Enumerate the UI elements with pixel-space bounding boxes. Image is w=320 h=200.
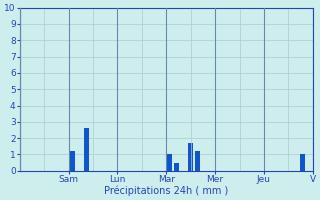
Bar [195, 151, 200, 171]
X-axis label: Précipitations 24h ( mm ): Précipitations 24h ( mm ) [104, 185, 228, 196]
Bar [300, 154, 305, 171]
Bar [70, 151, 75, 171]
Bar [174, 163, 179, 171]
Bar [188, 143, 193, 171]
Bar [167, 154, 172, 171]
Bar [84, 128, 89, 171]
